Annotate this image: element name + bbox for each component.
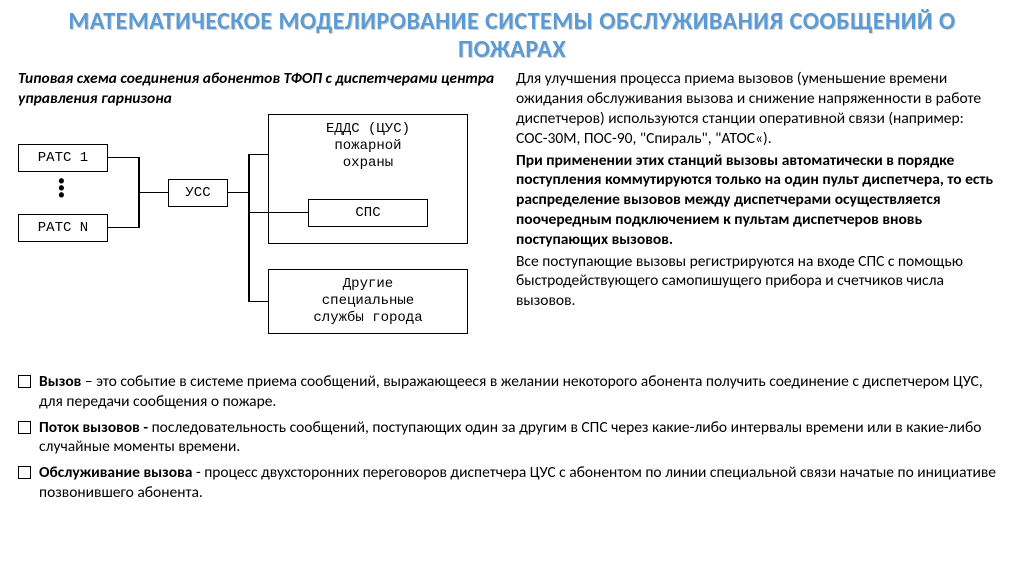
bullet-icon xyxy=(18,466,31,479)
node-other: Другие специальные службы города xyxy=(268,269,468,334)
term: Поток вызовов - xyxy=(39,418,148,437)
node-ratcN: РАТС N xyxy=(18,214,108,242)
list-item: Поток вызовов - последовательность сообщ… xyxy=(18,418,1006,458)
list-item: Обслуживание вызова - процесс двухсторон… xyxy=(18,463,1006,503)
paragraph-3: Все поступающие вызовы регистрируются на… xyxy=(516,252,1006,311)
diagram-subtitle: Типовая схема соединения абонентов ТФОП … xyxy=(18,69,498,108)
definitions-list: Вызов – это событие в системе приема соо… xyxy=(18,372,1006,503)
connection-diagram: РАТС 1 ••• РАТС N УСС ЕДДС (ЦУС) пожарно… xyxy=(18,114,483,364)
node-uss: УСС xyxy=(168,179,228,207)
bullet-icon xyxy=(18,421,31,434)
list-item: Вызов – это событие в системе приема соо… xyxy=(18,372,1006,412)
node-ratc1: РАТС 1 xyxy=(18,144,108,172)
definition: последовательность сообщений, поступающи… xyxy=(39,418,981,457)
bullet-icon xyxy=(18,375,31,388)
paragraph-1: Для улучшения процесса приема вызовов (у… xyxy=(516,69,1006,148)
page-title: МАТЕМАТИЧЕСКОЕ МОДЕЛИРОВАНИЕ СИСТЕМЫ ОБС… xyxy=(18,8,1006,63)
description-text: Для улучшения процесса приема вызовов (у… xyxy=(516,69,1006,364)
paragraph-2-bold: При применении этих станций вызовы автом… xyxy=(516,151,1006,250)
dots-icon: ••• xyxy=(56,180,67,202)
term: Вызов xyxy=(39,372,81,391)
node-sps: СПС xyxy=(308,199,428,227)
definition: – это событие в системе приема сообщений… xyxy=(39,372,983,411)
term: Обслуживание вызова xyxy=(39,463,192,482)
